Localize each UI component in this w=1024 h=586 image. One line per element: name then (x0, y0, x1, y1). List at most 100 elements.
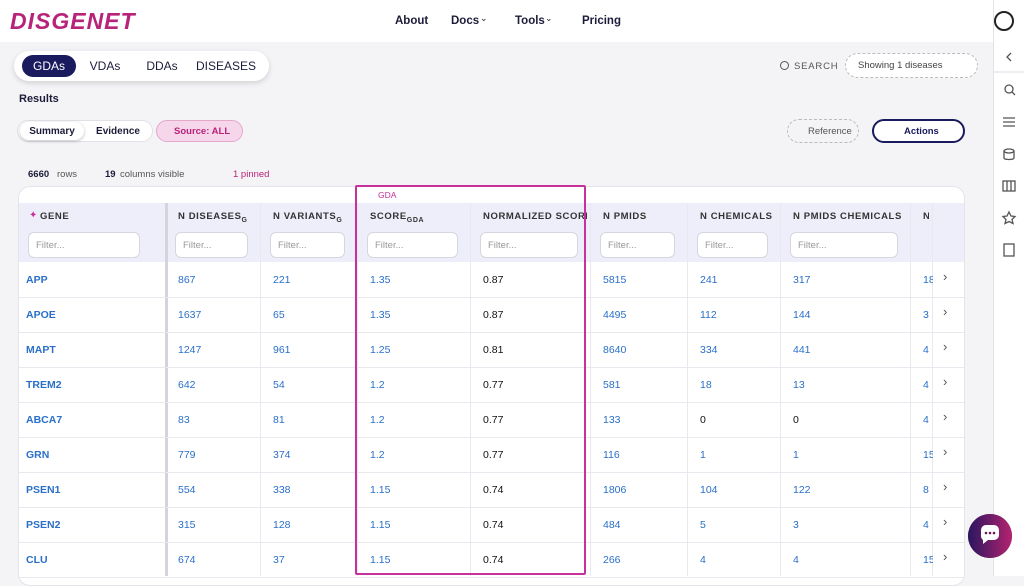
row-expand[interactable]: › (943, 374, 948, 389)
cell[interactable]: 3 (923, 309, 929, 321)
search-button[interactable]: SEARCH (794, 61, 839, 72)
tab[interactable]: VDAs (89, 59, 121, 73)
column-filter[interactable]: Filter... (270, 232, 345, 258)
cell[interactable]: 1.15 (370, 554, 391, 566)
column-filter[interactable]: Filter... (28, 232, 140, 258)
column-filter[interactable]: Filter... (697, 232, 768, 258)
cell[interactable]: 116 (603, 449, 620, 461)
column-header[interactable]: N CHEMICALS (700, 211, 777, 222)
row-expand[interactable]: › (943, 269, 948, 284)
cell[interactable]: 961 (273, 344, 291, 356)
cell[interactable]: 4 (923, 344, 929, 356)
cell[interactable]: 315 (178, 519, 196, 531)
cell[interactable]: 1.15 (370, 484, 391, 496)
cell[interactable]: 4 (793, 554, 799, 566)
cell[interactable]: 13 (793, 379, 805, 391)
cell[interactable]: 1247 (178, 344, 202, 356)
cell[interactable]: 4 (923, 379, 929, 391)
column-header[interactable]: SCOREGDA (370, 211, 467, 224)
cell[interactable]: PSEN2 (26, 519, 61, 531)
cell[interactable]: 1 (700, 449, 706, 461)
cell[interactable]: 1637 (178, 309, 202, 321)
cell[interactable]: 441 (793, 344, 811, 356)
cell[interactable]: 81 (273, 414, 285, 426)
cell[interactable]: 1.35 (370, 309, 391, 321)
nav-link[interactable]: About (395, 15, 429, 27)
cell[interactable]: 3 (793, 519, 799, 531)
tab[interactable]: GDAs (22, 55, 76, 77)
toggle-option[interactable]: Summary (20, 122, 84, 140)
cell[interactable]: 554 (178, 484, 196, 496)
cell[interactable]: 1.2 (370, 379, 385, 391)
cell[interactable]: 867 (178, 274, 196, 286)
cell[interactable]: 4 (700, 554, 706, 566)
column-filter[interactable]: Filter... (790, 232, 898, 258)
column-header[interactable]: N PMIDS CHEMICALS (793, 211, 907, 222)
disease-filter[interactable]: Showing 1 diseases (845, 53, 978, 78)
source-button[interactable]: Source: ALL (156, 120, 243, 142)
cell[interactable]: 317 (793, 274, 811, 286)
cell[interactable]: 221 (273, 274, 291, 286)
cell[interactable]: ABCA7 (26, 414, 63, 426)
column-filter[interactable]: Filter... (175, 232, 248, 258)
cell[interactable]: 0 (700, 414, 706, 426)
nav-link[interactable]: Pricing (582, 15, 621, 27)
reference-button[interactable]: Reference (787, 119, 859, 143)
cell[interactable]: 144 (793, 309, 811, 321)
cell[interactable]: CLU (26, 554, 48, 566)
row-expand[interactable]: › (943, 514, 948, 529)
cell[interactable]: 581 (603, 379, 621, 391)
cell[interactable]: APP (26, 274, 48, 286)
cell[interactable]: 8 (923, 484, 929, 496)
cell[interactable]: MAPT (26, 344, 56, 356)
cell[interactable]: 1.25 (370, 344, 391, 356)
column-header[interactable]: N VARIANTSG (273, 211, 354, 224)
user-icon[interactable] (994, 11, 1014, 31)
column-filter[interactable]: Filter... (480, 232, 578, 258)
cell[interactable]: 4495 (603, 309, 627, 321)
cell[interactable]: 642 (178, 379, 196, 391)
cell[interactable]: APOE (26, 309, 56, 321)
cell[interactable]: 104 (700, 484, 718, 496)
cell[interactable]: 334 (700, 344, 718, 356)
toggle-option[interactable]: Evidence (96, 125, 140, 137)
cell[interactable]: 266 (603, 554, 621, 566)
logo[interactable]: DISGENET (10, 8, 136, 34)
row-expand[interactable]: › (943, 409, 948, 424)
cell[interactable]: 133 (603, 414, 621, 426)
row-expand[interactable]: › (943, 549, 948, 564)
cell[interactable]: 1.2 (370, 449, 385, 461)
cell[interactable]: 15 (923, 554, 933, 566)
cell[interactable]: 1.2 (370, 414, 385, 426)
cell[interactable]: 122 (793, 484, 811, 496)
cell[interactable]: 338 (273, 484, 291, 496)
actions-button[interactable]: Actions (872, 119, 965, 143)
column-header[interactable]: N DISEASESG (178, 211, 257, 224)
nav-link[interactable]: Docs (451, 15, 480, 27)
row-expand[interactable]: › (943, 479, 948, 494)
cell[interactable]: 1.15 (370, 519, 391, 531)
cell[interactable]: 83 (178, 414, 190, 426)
tab[interactable]: DDAs (146, 59, 178, 73)
cell[interactable]: 37 (273, 554, 285, 566)
cell[interactable]: 0 (793, 414, 799, 426)
cell[interactable]: 484 (603, 519, 621, 531)
row-expand[interactable]: › (943, 304, 948, 319)
tab[interactable]: DISEASES (195, 59, 257, 73)
cell[interactable]: 18 (700, 379, 712, 391)
cell[interactable]: 8640 (603, 344, 627, 356)
cell[interactable]: 128 (273, 519, 291, 531)
column-header[interactable]: N (923, 211, 929, 222)
cell[interactable]: 15 (923, 449, 933, 461)
cell[interactable]: 54 (273, 379, 285, 391)
cell[interactable]: 674 (178, 554, 196, 566)
nav-link[interactable]: Tools (515, 15, 545, 27)
cell[interactable]: 4 (923, 414, 929, 426)
cell[interactable]: 5 (700, 519, 706, 531)
cell[interactable]: 374 (273, 449, 291, 461)
cell[interactable]: 65 (273, 309, 285, 321)
cell[interactable]: 1.35 (370, 274, 391, 286)
row-expand[interactable]: › (943, 444, 948, 459)
column-header[interactable]: N PMIDS (603, 211, 684, 222)
cell[interactable]: 241 (700, 274, 718, 286)
